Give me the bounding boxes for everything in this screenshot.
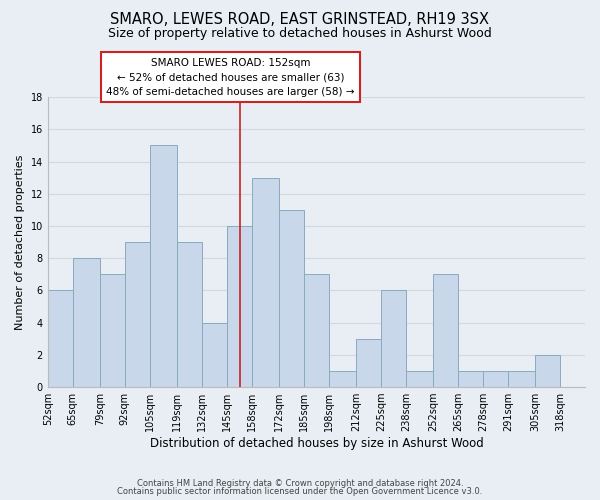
Bar bbox=[252, 178, 279, 387]
Bar bbox=[279, 210, 304, 387]
Bar bbox=[202, 322, 227, 387]
Text: Size of property relative to detached houses in Ashurst Wood: Size of property relative to detached ho… bbox=[108, 28, 492, 40]
Bar bbox=[381, 290, 406, 387]
Bar bbox=[535, 355, 560, 387]
Bar bbox=[356, 339, 381, 387]
Bar bbox=[508, 371, 535, 387]
Text: Contains HM Land Registry data © Crown copyright and database right 2024.: Contains HM Land Registry data © Crown c… bbox=[137, 478, 463, 488]
Bar bbox=[329, 371, 356, 387]
Y-axis label: Number of detached properties: Number of detached properties bbox=[15, 154, 25, 330]
Text: SMARO, LEWES ROAD, EAST GRINSTEAD, RH19 3SX: SMARO, LEWES ROAD, EAST GRINSTEAD, RH19 … bbox=[110, 12, 490, 28]
Bar bbox=[125, 242, 150, 387]
Text: SMARO LEWES ROAD: 152sqm
← 52% of detached houses are smaller (63)
48% of semi-d: SMARO LEWES ROAD: 152sqm ← 52% of detach… bbox=[106, 58, 355, 97]
Text: Contains public sector information licensed under the Open Government Licence v3: Contains public sector information licen… bbox=[118, 487, 482, 496]
Bar bbox=[227, 226, 252, 387]
Bar bbox=[483, 371, 508, 387]
Bar bbox=[100, 274, 125, 387]
Bar bbox=[433, 274, 458, 387]
Bar bbox=[458, 371, 483, 387]
Bar bbox=[73, 258, 100, 387]
Bar bbox=[406, 371, 433, 387]
X-axis label: Distribution of detached houses by size in Ashurst Wood: Distribution of detached houses by size … bbox=[149, 437, 483, 450]
Bar bbox=[48, 290, 73, 387]
Bar bbox=[304, 274, 329, 387]
Bar bbox=[177, 242, 202, 387]
Bar bbox=[150, 146, 177, 387]
